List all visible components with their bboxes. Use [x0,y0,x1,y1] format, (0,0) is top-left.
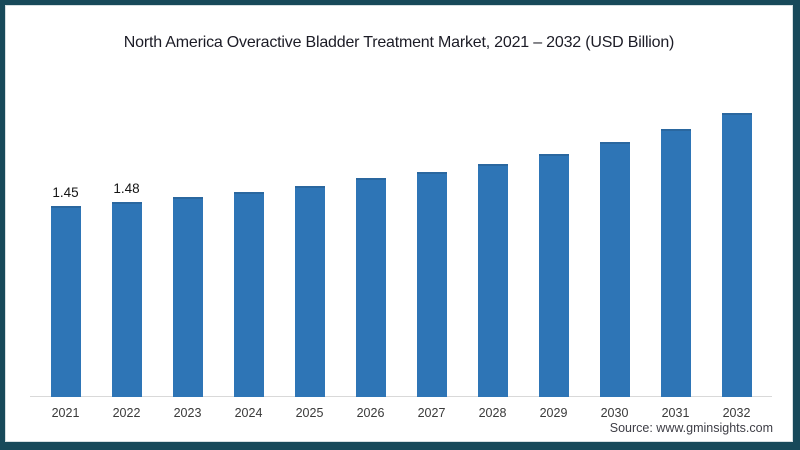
bar-group-2027 [401,172,462,397]
bar-group-2025 [279,186,340,397]
x-tick-2024: 2024 [234,406,263,420]
bar-2029 [538,154,569,397]
bar-group-2028 [462,164,523,397]
bar-group-2031 [645,129,706,397]
x-tick-2027: 2027 [417,406,446,420]
x-axis-ticks: 2021 2022 2023 2024 2025 2026 2027 2028 2029 2030… [35,397,767,420]
x-axis-line [30,396,772,397]
bar-group-2021: 1.45 [35,185,96,397]
bar-group-2026 [340,178,401,397]
bar-2023 [172,197,203,397]
bar-2031 [660,129,691,397]
bar-group-2024 [218,192,279,397]
bar-chart-plot: 1.45 1.48 [30,97,772,397]
bar-2028 [477,164,508,397]
x-tick-2032: 2032 [722,406,751,420]
x-tick-2028: 2028 [478,406,507,420]
bar-group-2029 [523,154,584,397]
bar-group-2032 [706,113,767,397]
x-tick-2025: 2025 [295,406,324,420]
bar-value-label: 1.45 [52,185,79,200]
bar-2025 [294,186,325,397]
x-tick-2023: 2023 [173,406,202,420]
bar-2032 [721,113,752,397]
x-tick-2026: 2026 [356,406,385,420]
bar-2022 [111,202,142,397]
bar-group-2023 [157,197,218,397]
x-tick-2029: 2029 [539,406,568,420]
bar-group-2030 [584,142,645,397]
bar-group-2022: 1.48 [96,181,157,397]
source-attribution: Source: www.gminsights.com [609,421,773,435]
x-tick-2030: 2030 [600,406,629,420]
bar-2026 [355,178,386,397]
bar-2024 [233,192,264,397]
x-tick-2021: 2021 [51,406,80,420]
bar-value-label: 1.48 [113,181,140,196]
bar-2030 [599,142,630,397]
bar-2027 [416,172,447,397]
x-tick-2031: 2031 [661,406,690,420]
x-tick-2022: 2022 [112,406,141,420]
chart-title: North America Overactive Bladder Treatme… [123,34,675,51]
bar-2021 [50,206,81,397]
